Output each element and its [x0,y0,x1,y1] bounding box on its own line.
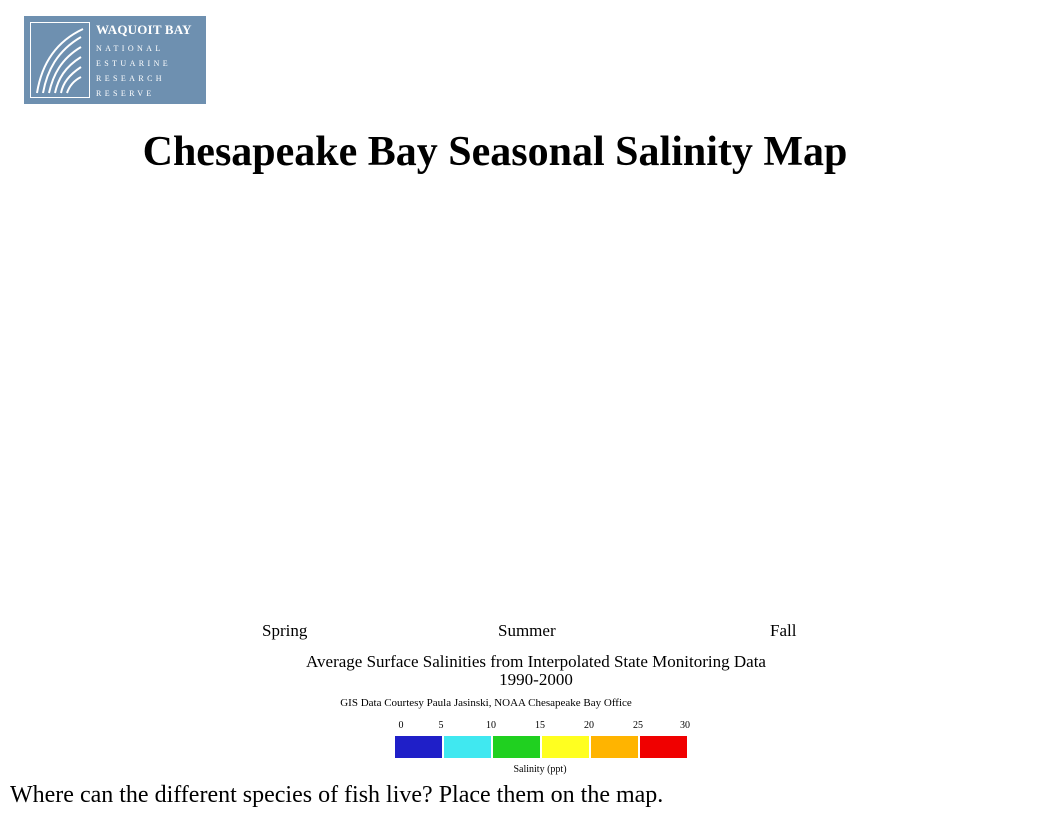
salinity-legend [395,736,687,758]
legend-swatch [640,736,687,758]
legend-swatch [395,736,442,758]
legend-label: Salinity (ppt) [513,764,567,775]
data-credit: GIS Data Courtesy Paula Jasinski, NOAA C… [340,697,632,709]
season-label-summer: Summer [498,621,556,640]
logo-text: WAQUOIT BAY NATIONAL ESTUARINE RESEARCH … [96,22,192,98]
legend-tick: 10 [486,720,496,731]
logo-line: RESEARCH [96,74,165,83]
legend-tick: 0 [398,720,404,731]
logo: WAQUOIT BAY NATIONAL ESTUARINE RESEARCH … [24,16,206,104]
legend-tick: 30 [680,720,690,731]
map-summer [441,196,589,622]
logo-title: WAQUOIT BAY [96,22,192,37]
question-text: Where can the different species of fish … [10,782,664,808]
map-spring [196,196,344,622]
legend-tick: 20 [584,720,594,731]
caption-line-2: 1990-2000 [499,670,573,689]
logo-line: ESTUARINE [96,59,172,68]
logo-line: RESERVE [96,89,155,98]
legend-swatch [542,736,589,758]
legend-swatch [591,736,638,758]
map-fall [686,196,834,622]
legend-tick: 25 [633,720,643,731]
season-label-fall: Fall [770,621,797,640]
map-caption: Average Surface Salinities from Interpol… [256,653,816,689]
legend-tick: 5 [438,720,444,731]
marsh-grass-icon [30,22,90,98]
caption-line-1: Average Surface Salinities from Interpol… [306,652,766,671]
legend-swatch [444,736,491,758]
salinity-maps [196,196,834,622]
season-label-spring: Spring [262,621,308,640]
logo-line: NATIONAL [96,44,164,53]
legend-ticks: 0 5 10 15 20 25 30 [395,720,695,734]
legend-swatch [493,736,540,758]
page-title: Chesapeake Bay Seasonal Salinity Map [142,129,848,175]
legend-tick: 15 [535,720,545,731]
